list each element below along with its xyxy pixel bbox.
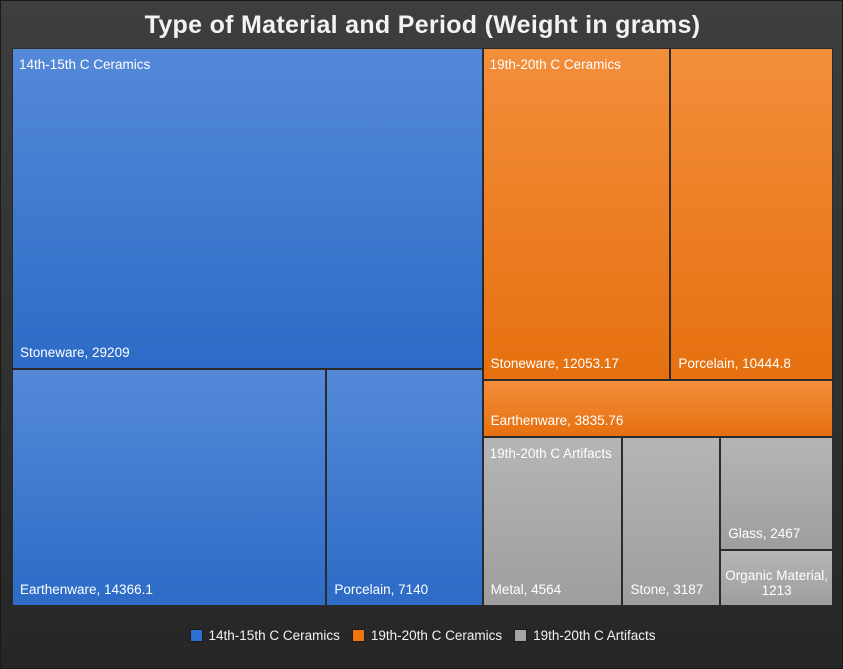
- treemap-plot-area: Stoneware, 29209 Earthenware, 14366.1 Porc…: [12, 48, 833, 606]
- treemap-tile-label: Porcelain, 10444.8: [678, 356, 791, 372]
- legend-item[interactable]: 19th-20th C Ceramics: [351, 628, 503, 643]
- treemap-tile-3-3[interactable]: Glass, 2467: [720, 437, 833, 551]
- treemap-tile-label: Organic Material, 1213: [725, 567, 828, 598]
- treemap-tile-3-1[interactable]: Metal, 4564: [482, 437, 623, 606]
- treemap-tile-label: Metal, 4564: [490, 581, 562, 597]
- treemap-tile-1-1[interactable]: Stoneware, 29209: [12, 48, 483, 370]
- treemap-tile-3-4[interactable]: Organic Material, 1213: [720, 550, 833, 606]
- legend-item[interactable]: 19th-20th C Artifacts: [514, 628, 655, 643]
- legend-item[interactable]: 14th-15th C Ceramics: [189, 628, 340, 643]
- chart-legend: 14th-15th C Ceramics 19th-20th C Ceramics…: [1, 628, 843, 643]
- treemap-tile-1-2[interactable]: Earthenware, 14366.1: [12, 369, 327, 606]
- treemap-tile-2-3[interactable]: Earthenware, 3835.76: [482, 380, 833, 438]
- treemap-tile-1-3[interactable]: Porcelain, 7140: [326, 369, 483, 606]
- treemap-tile-label: Porcelain, 7140: [334, 581, 429, 597]
- treemap-tile-2-1[interactable]: Stoneware, 12053.17: [482, 48, 671, 381]
- treemap-tile-label: Stone, 3187: [630, 581, 704, 597]
- legend-label: 19th-20th C Artifacts: [533, 628, 656, 643]
- treemap-tile-label: Earthenware, 14366.1: [20, 581, 153, 597]
- treemap-tile-label: Stoneware, 12053.17: [490, 356, 619, 372]
- legend-swatch: [189, 629, 203, 642]
- legend-label: 19th-20th C Ceramics: [370, 628, 503, 643]
- treemap-tile-label: Stoneware, 29209: [20, 345, 130, 361]
- treemap-tile-2-2[interactable]: Porcelain, 10444.8: [670, 48, 833, 381]
- legend-swatch: [351, 629, 365, 642]
- treemap-tile-label: Glass, 2467: [728, 526, 801, 542]
- treemap-tile-label: Earthenware, 3835.76: [490, 413, 624, 429]
- treemap-tile-3-2[interactable]: Stone, 3187: [622, 437, 721, 606]
- chart-title: Type of Material and Period (Weight in g…: [144, 11, 701, 39]
- legend-label: 14th-15th C Ceramics: [208, 628, 340, 643]
- legend-swatch: [514, 629, 528, 642]
